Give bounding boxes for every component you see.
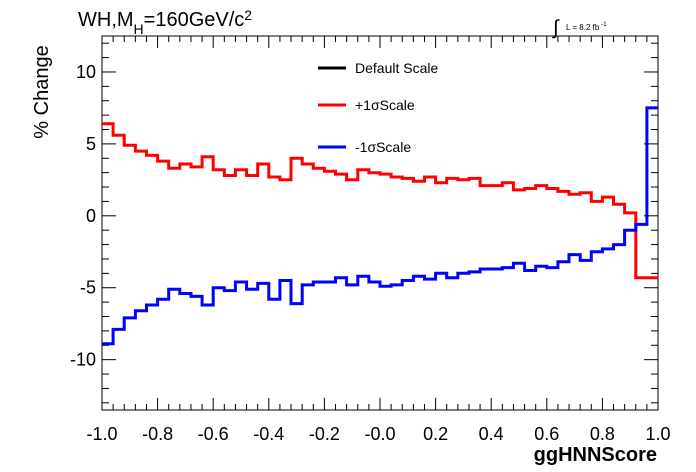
- legend-bg: [304, 89, 452, 115]
- x-axis-label: ggHNNScore: [534, 444, 657, 466]
- svg-text:WH,MH=160GeV/c2: WH,MH=160GeV/c2: [78, 7, 252, 37]
- series-line-2: [102, 106, 658, 346]
- x-tick-label: -0.6: [198, 424, 229, 444]
- legend-label: +1σScale: [355, 97, 415, 113]
- legend-label: -1σScale: [355, 139, 411, 155]
- x-tick-label: -0.2: [309, 424, 340, 444]
- chart-title: WH,MH=160GeV/c2: [78, 7, 252, 37]
- x-tick-label: -0.0: [364, 424, 395, 444]
- x-tick-label: -1.0: [86, 424, 117, 444]
- x-tick-label: 0.6: [534, 424, 559, 444]
- x-tick-label: 0.2: [423, 424, 448, 444]
- y-tick-label: 0: [86, 206, 96, 226]
- legend: Default Scale +1σScale -1σScale: [304, 52, 452, 157]
- x-tick-label: 0.4: [479, 424, 504, 444]
- legend-bg: [304, 131, 452, 157]
- x-tick-label: 0.8: [590, 424, 615, 444]
- y-tick-label: 5: [86, 134, 96, 154]
- y-tick-label: -5: [80, 278, 96, 298]
- x-tick-label: -0.8: [142, 424, 173, 444]
- legend-bg: [304, 52, 452, 78]
- y-tick-label: 10: [76, 62, 96, 82]
- legend-label: Default Scale: [355, 60, 438, 76]
- svg-text:L = 8.2 fb-1: L = 8.2 fb -1: [566, 22, 607, 32]
- y-axis-label: % Change: [31, 45, 53, 138]
- luminosity-label: ∫ L = 8.2 fb -1: [552, 17, 607, 39]
- series-line-1: [102, 122, 658, 280]
- y-tick-label: -10: [70, 350, 96, 370]
- x-tick-label: 1.0: [645, 424, 670, 444]
- x-tick-label: -0.4: [253, 424, 284, 444]
- integral-sign: ∫: [552, 17, 560, 39]
